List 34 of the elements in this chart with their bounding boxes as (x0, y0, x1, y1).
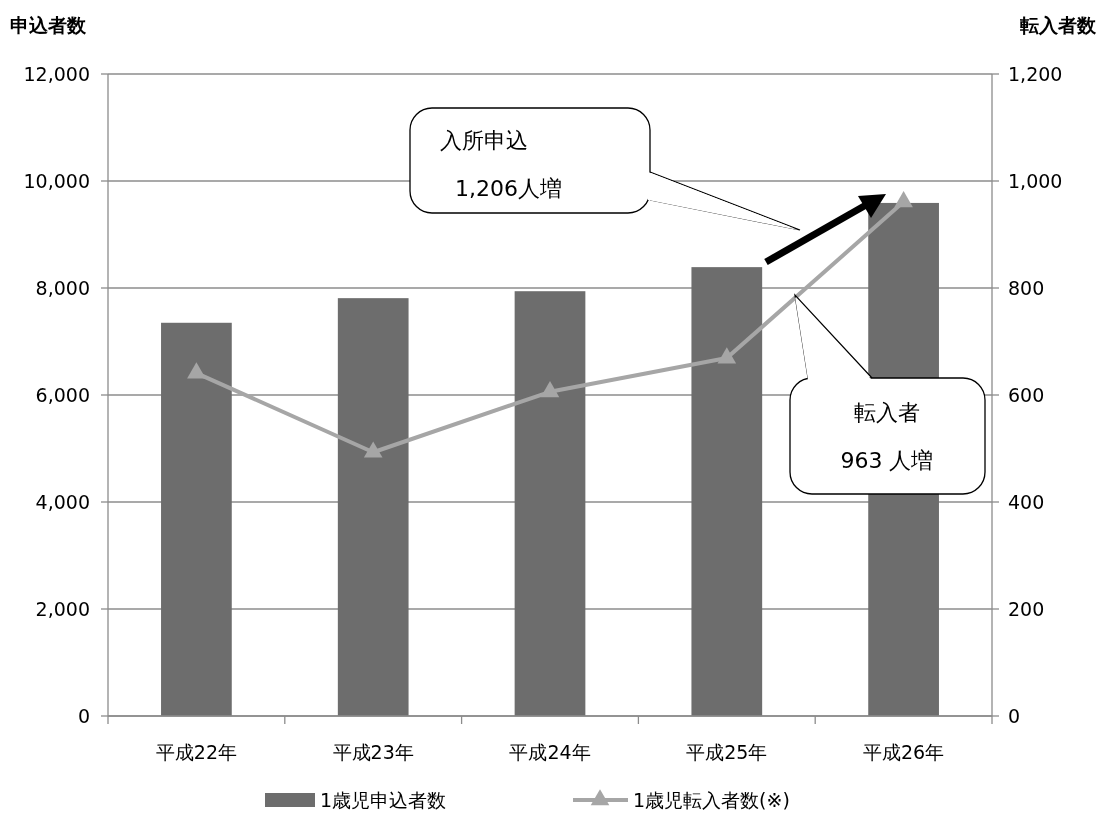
y2-tick-label: 1,200 (1008, 62, 1063, 85)
legend-label: 1歳児申込者数 (320, 788, 447, 811)
x-tick-label: 平成24年 (509, 741, 591, 763)
y-axis-title: 申込者数 (10, 14, 87, 36)
point (363, 441, 383, 458)
annotation: 入所申込 1,206人増 (440, 128, 562, 201)
point (540, 381, 560, 398)
x-tick-label: 平成26年 (863, 741, 945, 763)
y-tick-label: 8,000 (35, 276, 90, 299)
y-tick-label: 0 (77, 704, 90, 727)
y2-tick-label: 1,000 (1008, 169, 1063, 192)
bar (337, 298, 409, 716)
y2-tick-label: 200 (1008, 597, 1045, 620)
x-tick-label: 平成25年 (686, 741, 768, 763)
y-tick-label: 10,000 (23, 169, 90, 192)
point (187, 362, 206, 379)
x-tick-label: 平成22年 (155, 741, 237, 763)
y-tick-label: 2,000 (35, 597, 90, 620)
point (717, 347, 737, 364)
y2-tick-label: 0 (1008, 704, 1021, 727)
x-tick-label: 平成23年 (332, 741, 414, 763)
bar (161, 322, 232, 716)
legend-label: 1歳児転入者数(※) (633, 788, 790, 811)
y2-tick-label: 800 (1008, 276, 1045, 299)
point (894, 191, 913, 208)
y-tick-label: 6,000 (35, 383, 90, 406)
bar (691, 267, 763, 716)
y-tick-label: 12,000 (23, 62, 90, 85)
annotation: 転入者 963 人増 (840, 400, 934, 473)
bar (514, 291, 586, 716)
y2-axis-title: 転入者数 (1020, 14, 1097, 36)
y2-tick-label: 400 (1008, 490, 1045, 513)
y2-tick-label: 600 (1008, 383, 1045, 406)
y-tick-label: 4,000 (35, 490, 90, 513)
